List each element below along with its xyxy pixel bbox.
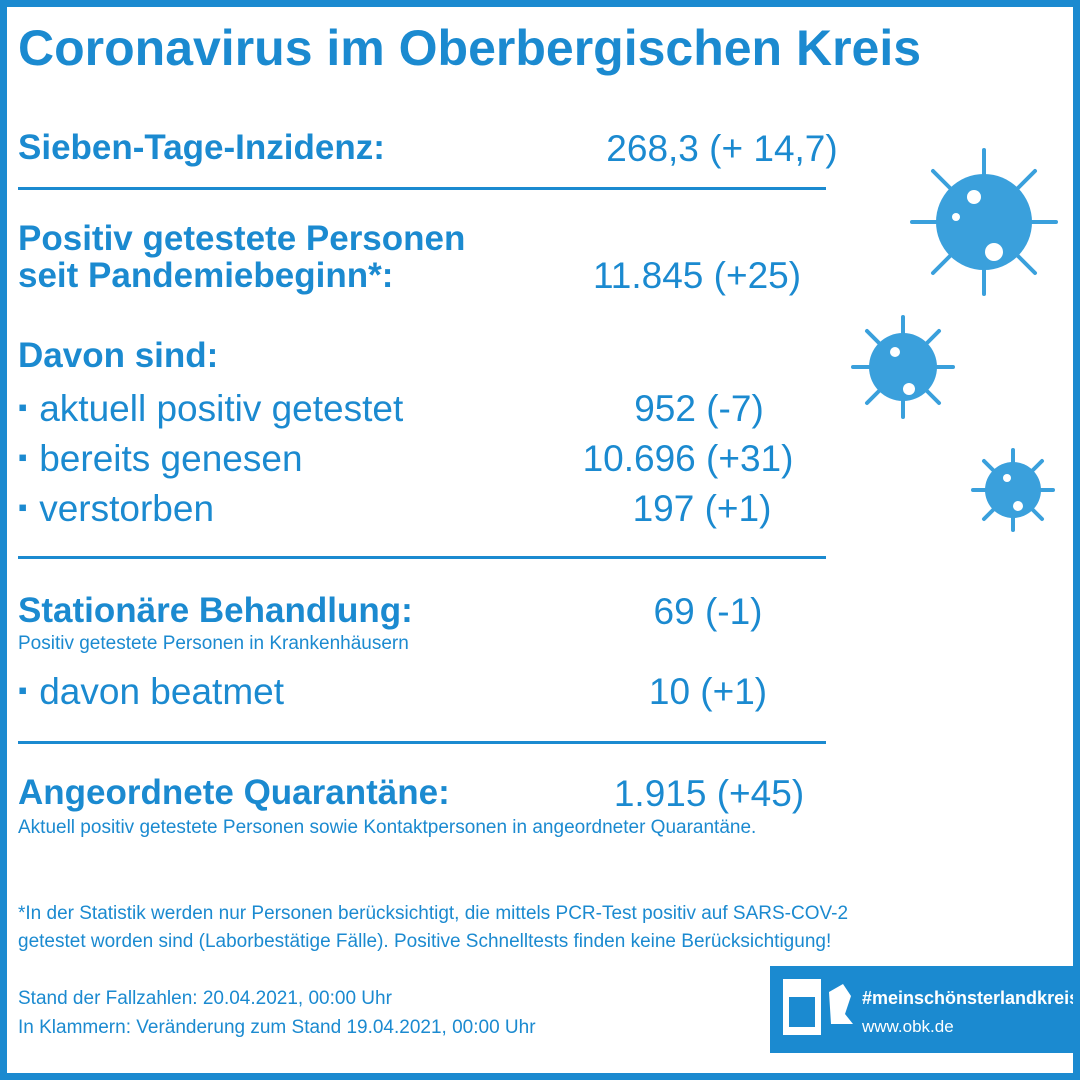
label: Stationäre Behandlung: <box>18 591 413 630</box>
item-label: davon beatmet <box>18 673 284 710</box>
status: In Klammern: Veränderung zum Stand 19.04… <box>18 1017 536 1038</box>
value: 952 (-7) <box>634 388 764 429</box>
value: 10 (+1) <box>648 671 768 712</box>
item-label: verstorben <box>18 490 214 527</box>
footnote: *In der Statistik werden nur Personen be… <box>18 903 849 924</box>
value: 10.696 (+31) <box>582 438 794 479</box>
note: Positiv getestete Personen in Krankenhäu… <box>18 633 409 654</box>
label: Positiv getestete Personen <box>18 219 466 258</box>
label: seit Pandemiebeginn*: <box>18 256 394 295</box>
divider <box>18 741 826 744</box>
footnote: getestet worden sind (Laborbestätige Fäl… <box>18 931 832 952</box>
status: Stand der Fallzahlen: 20.04.2021, 00:00 … <box>18 988 392 1009</box>
item-label: bereits genesen <box>18 440 302 477</box>
value: 11.845 (+25) <box>592 255 802 296</box>
value: 69 (-1) <box>653 591 763 632</box>
hashtag: #meinschönsterlandkreis <box>862 988 1080 1008</box>
decoration <box>770 148 1073 1053</box>
value: 197 (+1) <box>632 488 772 529</box>
url[interactable]: www.obk.de <box>862 1017 954 1036</box>
label: Angeordnete Quarantäne: <box>18 773 450 812</box>
value: 268,3 (+ 14,7) <box>606 128 838 169</box>
heading: Davon sind: <box>18 336 219 375</box>
label: Sieben-Tage-Inzidenz: <box>18 128 385 167</box>
value: 1.915 (+45) <box>613 773 805 814</box>
title: Coronavirus im Oberbergischen Kreis <box>18 20 922 76</box>
divider <box>18 187 826 190</box>
divider <box>18 556 826 559</box>
note: Aktuell positiv getestete Personen sowie… <box>18 817 757 838</box>
item-label: aktuell positiv getestet <box>18 390 403 427</box>
